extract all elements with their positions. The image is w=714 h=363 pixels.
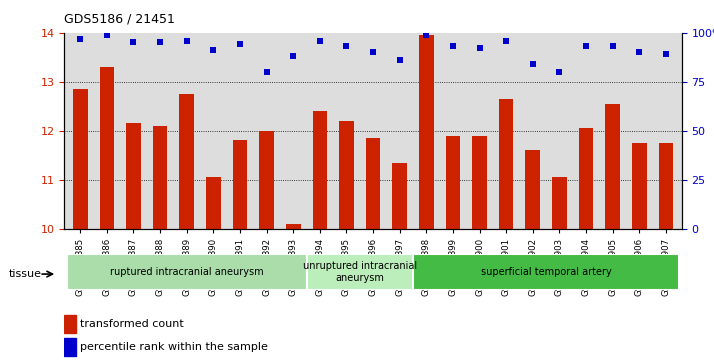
Point (394, 57, 406, 63)
Bar (313, 111, 327, 229)
Text: GDS5186 / 21451: GDS5186 / 21451 (64, 13, 175, 26)
Bar (658, 143, 673, 229)
Point (74, 36, 86, 41)
Point (288, 53, 299, 59)
Point (580, 44, 592, 49)
Bar (393, 163, 407, 229)
Bar (419, 35, 433, 229)
Point (181, 38, 193, 44)
Bar (526, 150, 540, 229)
Bar (579, 128, 593, 229)
Bar (126, 123, 141, 229)
Bar (99, 67, 114, 229)
Bar (206, 177, 221, 229)
Text: ruptured intracranial aneurysm: ruptured intracranial aneurysm (110, 267, 263, 277)
Point (553, 69, 565, 75)
FancyBboxPatch shape (306, 254, 413, 290)
Point (474, 45, 486, 51)
Point (660, 51, 672, 57)
Point (128, 40, 139, 45)
FancyBboxPatch shape (413, 254, 679, 290)
Point (421, 32, 432, 37)
FancyBboxPatch shape (67, 254, 306, 290)
Text: superficial temporal artery: superficial temporal artery (481, 267, 611, 277)
Point (101, 32, 113, 37)
Bar (339, 121, 353, 229)
Bar (446, 135, 461, 229)
Bar (153, 126, 167, 229)
Bar (233, 140, 247, 229)
Text: transformed count: transformed count (80, 319, 183, 330)
Point (633, 49, 645, 55)
Bar (259, 131, 274, 229)
Text: unruptured intracranial
aneurysm: unruptured intracranial aneurysm (303, 261, 417, 283)
Point (447, 44, 458, 49)
Bar (499, 99, 513, 229)
Bar (472, 135, 487, 229)
Point (154, 40, 166, 45)
Bar (286, 224, 301, 229)
Point (314, 38, 326, 44)
Bar (605, 104, 620, 229)
Point (501, 38, 512, 44)
Text: tissue: tissue (9, 269, 41, 279)
Point (527, 61, 538, 67)
Bar (366, 138, 381, 229)
Point (607, 44, 618, 49)
Bar (179, 94, 194, 229)
Bar (73, 89, 88, 229)
Point (234, 41, 246, 47)
Bar (552, 177, 567, 229)
Point (261, 69, 272, 75)
Point (341, 44, 352, 49)
Bar (64, 338, 76, 356)
Bar (64, 315, 76, 333)
Point (208, 48, 219, 53)
Bar (632, 143, 647, 229)
Point (367, 49, 378, 55)
Text: percentile rank within the sample: percentile rank within the sample (80, 342, 268, 352)
